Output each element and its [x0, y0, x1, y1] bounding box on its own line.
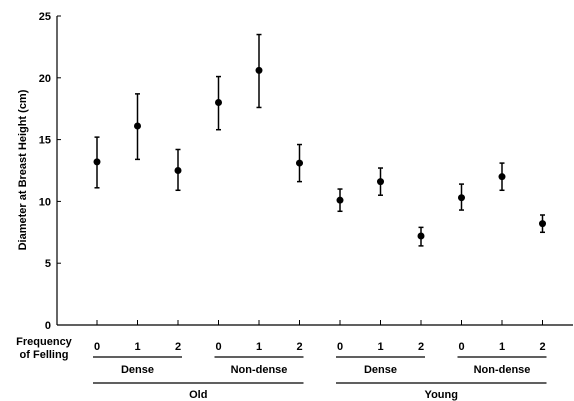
y-tick-label: 10: [39, 196, 51, 208]
density-group-label: Non-dense: [474, 364, 531, 376]
data-point: [134, 122, 141, 130]
x-tick-label: 0: [458, 341, 464, 353]
data-point: [377, 178, 384, 186]
age-group-label: Young: [425, 389, 458, 401]
y-axis-title: Diameter at Breast Height (cm): [17, 89, 29, 250]
data-point: [174, 167, 182, 174]
x-tick-label: 0: [215, 341, 221, 353]
x-tick-label: 1: [134, 341, 140, 353]
data-point: [417, 232, 425, 240]
y-axis-ticks: 0 5 10 15 20 25: [39, 11, 61, 332]
y-tick-label: 5: [45, 258, 51, 270]
age-group-label: Old: [189, 389, 207, 401]
x-tick-label: 1: [377, 341, 383, 353]
x-tick-label: 2: [296, 341, 302, 353]
density-group-label: Dense: [121, 364, 154, 376]
data-point: [498, 173, 506, 181]
data-point: [255, 66, 263, 74]
x-tick-label: 0: [94, 341, 100, 353]
x-tick-label: 2: [539, 341, 545, 353]
x-axis-labels: 0 1 2 0 1 2 0 1 2 0 1 2 Dense Non-dense Dense Non-dense…: [93, 341, 547, 401]
x-row-label-line2: of Felling: [20, 349, 69, 361]
data-point: [458, 194, 465, 202]
data-point: [336, 196, 344, 204]
density-group-label: Dense: [364, 364, 397, 376]
y-tick-label: 20: [39, 73, 51, 85]
x-tick-label: 1: [256, 341, 262, 353]
data-point: [296, 159, 303, 167]
y-tick-label: 0: [45, 320, 51, 332]
x-tick-label: 2: [418, 341, 424, 353]
x-tick-label: 1: [499, 341, 505, 353]
data-point: [93, 158, 101, 166]
x-row-label-line1: Frequency: [16, 336, 73, 348]
y-tick-label: 25: [39, 11, 51, 23]
data-points: [93, 33, 546, 325]
density-group-label: Non-dense: [231, 364, 288, 376]
x-tick-label: 2: [175, 341, 181, 353]
data-point: [539, 220, 546, 228]
x-tick-label: 0: [337, 341, 343, 353]
y-tick-label: 15: [39, 135, 51, 147]
data-point: [215, 99, 222, 107]
